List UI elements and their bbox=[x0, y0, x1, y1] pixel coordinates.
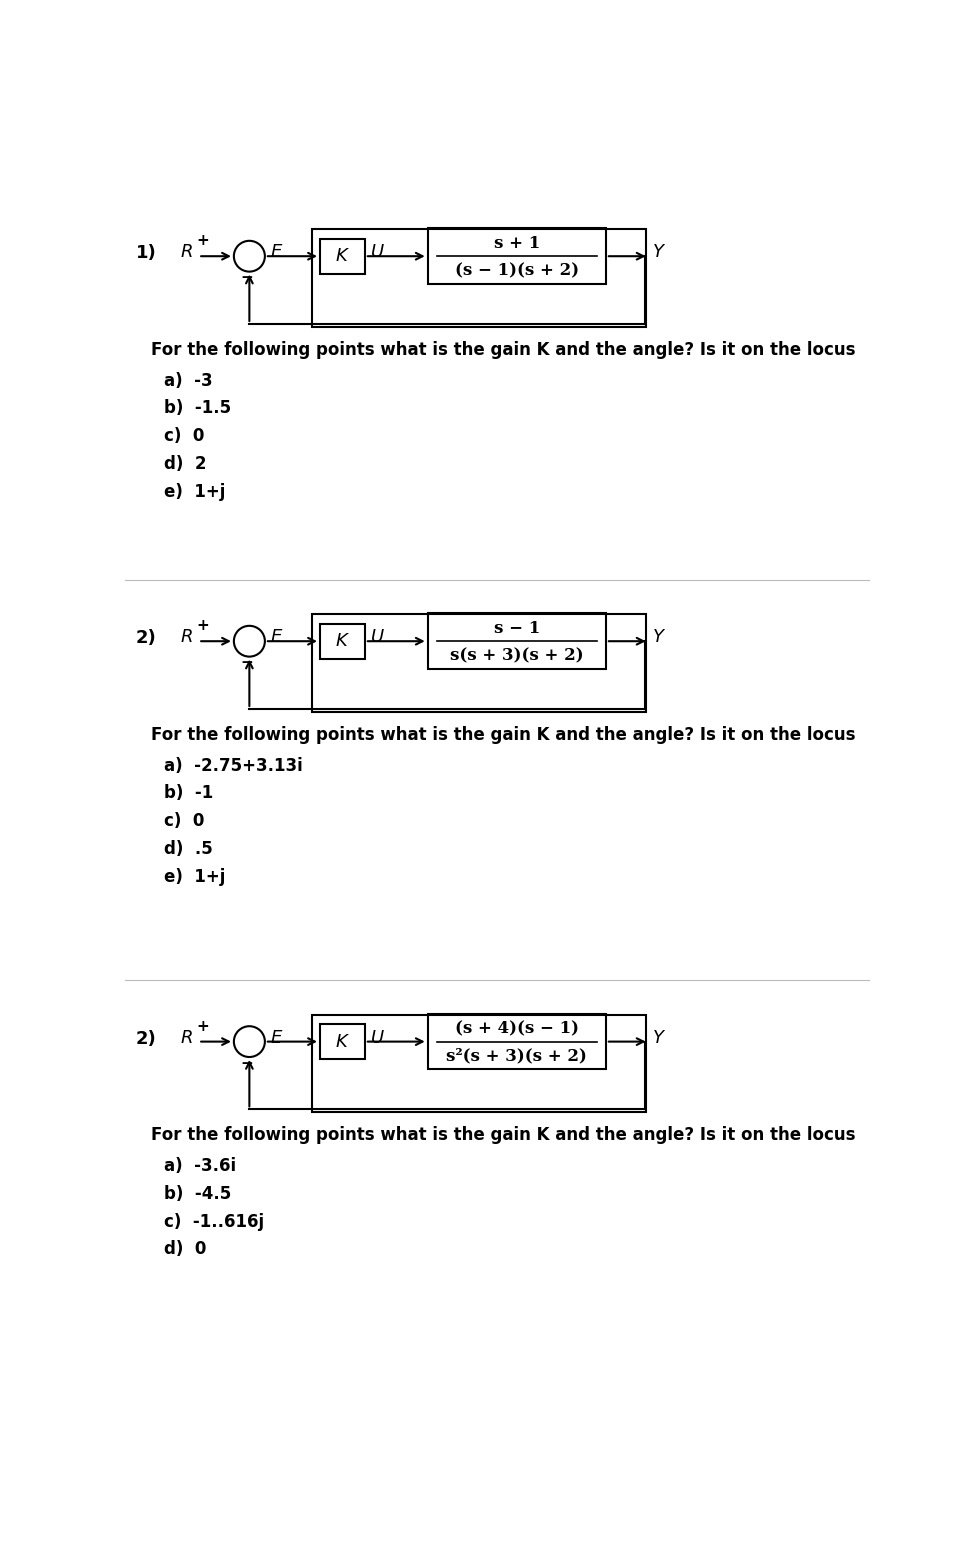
Text: b)  -1.5: b) -1.5 bbox=[164, 399, 231, 418]
Text: s − 1: s − 1 bbox=[494, 619, 539, 637]
FancyBboxPatch shape bbox=[428, 1013, 606, 1070]
Text: $R$: $R$ bbox=[180, 629, 192, 646]
Text: a)  -3: a) -3 bbox=[164, 372, 213, 389]
Text: (s − 1)(s + 2): (s − 1)(s + 2) bbox=[455, 263, 578, 280]
Text: $Y$: $Y$ bbox=[652, 1029, 667, 1046]
FancyBboxPatch shape bbox=[428, 228, 606, 285]
FancyBboxPatch shape bbox=[320, 1024, 364, 1059]
Text: For the following points what is the gain K and the angle? Is it on the locus: For the following points what is the gai… bbox=[151, 726, 855, 744]
Text: For the following points what is the gain K and the angle? Is it on the locus: For the following points what is the gai… bbox=[151, 1126, 855, 1145]
Text: −: − bbox=[240, 655, 253, 671]
Text: $Y$: $Y$ bbox=[652, 629, 667, 646]
Text: s²(s + 3)(s + 2): s²(s + 3)(s + 2) bbox=[446, 1048, 587, 1065]
Text: (s + 4)(s − 1): (s + 4)(s − 1) bbox=[455, 1020, 578, 1037]
Text: $R$: $R$ bbox=[180, 1029, 192, 1046]
Text: b)  -4.5: b) -4.5 bbox=[164, 1186, 231, 1203]
Text: b)  -1: b) -1 bbox=[164, 785, 214, 802]
FancyBboxPatch shape bbox=[320, 624, 364, 658]
Text: e)  1+j: e) 1+j bbox=[164, 483, 226, 500]
Text: +: + bbox=[196, 233, 209, 249]
Text: $E$: $E$ bbox=[270, 629, 284, 646]
Text: $Y$: $Y$ bbox=[652, 244, 667, 261]
Text: $K$: $K$ bbox=[335, 247, 350, 266]
Text: +: + bbox=[196, 618, 209, 633]
Text: −: − bbox=[240, 1056, 253, 1071]
Text: $U$: $U$ bbox=[369, 244, 384, 261]
Text: For the following points what is the gain K and the angle? Is it on the locus: For the following points what is the gai… bbox=[151, 341, 855, 358]
Text: s + 1: s + 1 bbox=[494, 235, 539, 252]
Text: a)  -3.6i: a) -3.6i bbox=[164, 1157, 236, 1175]
FancyBboxPatch shape bbox=[320, 238, 364, 274]
Text: c)  0: c) 0 bbox=[164, 812, 204, 830]
Text: d)  0: d) 0 bbox=[164, 1240, 206, 1259]
Text: +: + bbox=[196, 1018, 209, 1034]
Text: d)  2: d) 2 bbox=[164, 455, 207, 472]
Text: $U$: $U$ bbox=[369, 629, 384, 646]
Text: $R$: $R$ bbox=[180, 244, 192, 261]
Text: −: − bbox=[240, 271, 253, 285]
Text: $U$: $U$ bbox=[369, 1029, 384, 1046]
Text: 2): 2) bbox=[135, 629, 156, 647]
Text: s(s + 3)(s + 2): s(s + 3)(s + 2) bbox=[450, 647, 583, 665]
FancyBboxPatch shape bbox=[428, 613, 606, 669]
Text: $K$: $K$ bbox=[335, 1032, 350, 1051]
Text: c)  0: c) 0 bbox=[164, 427, 204, 446]
Text: d)  .5: d) .5 bbox=[164, 840, 213, 859]
Text: $E$: $E$ bbox=[270, 244, 284, 261]
Text: c)  -1..616j: c) -1..616j bbox=[164, 1212, 264, 1231]
Text: 2): 2) bbox=[135, 1029, 156, 1048]
Text: $E$: $E$ bbox=[270, 1029, 284, 1046]
Text: 1): 1) bbox=[135, 244, 156, 263]
Text: e)  1+j: e) 1+j bbox=[164, 868, 226, 885]
Text: $K$: $K$ bbox=[335, 632, 350, 651]
Text: a)  -2.75+3.13i: a) -2.75+3.13i bbox=[164, 757, 303, 774]
